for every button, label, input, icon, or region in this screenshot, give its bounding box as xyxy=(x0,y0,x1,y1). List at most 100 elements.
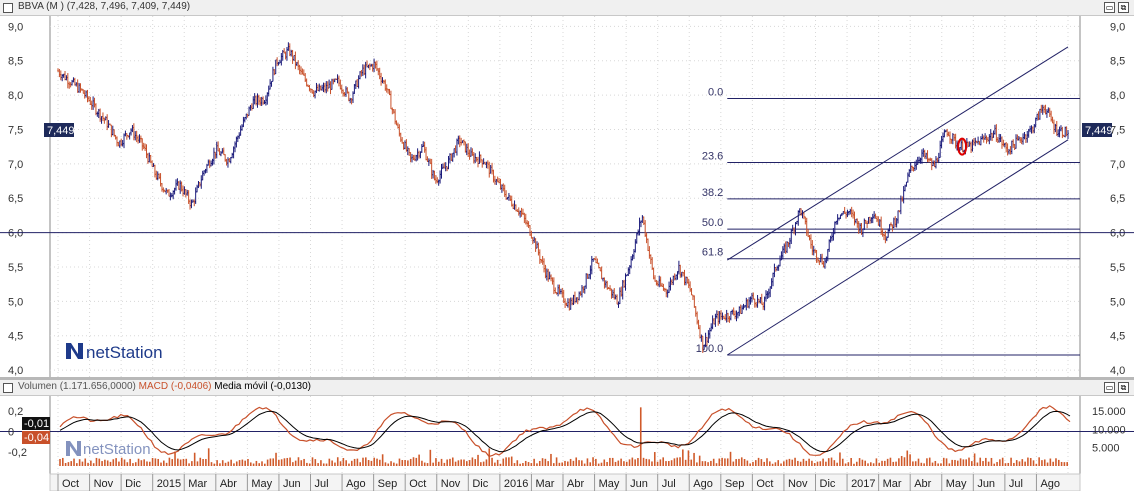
date-axis: Oct Nov Dic 2015 Mar Abr May Jun Jul Ago Sep Oct Nov… xyxy=(49,473,1081,491)
price-ytick-right: 5,0 xyxy=(1110,296,1125,308)
macd-line xyxy=(59,405,1071,458)
price-ytick-right: 5,5 xyxy=(1110,262,1125,274)
indicator-panel-title: Volumen (1.171.656,0000) MACD (-0,0406) … xyxy=(18,381,311,392)
fib-level-label: 23.6 xyxy=(702,150,723,162)
signal-value-tag: -0,04 xyxy=(22,431,50,444)
price-ytick-left: 9,0 xyxy=(8,21,23,33)
date-axis-label: Dic xyxy=(125,478,141,490)
last-price-tag-left: 7,449 xyxy=(44,123,75,137)
signal-value: -0,04 xyxy=(24,432,49,444)
indicator-ytick-right: 5.000 xyxy=(1092,443,1120,455)
netstation-logo-icon xyxy=(66,343,83,359)
fib-level-label: 61.8 xyxy=(702,247,723,259)
channel-lower-line xyxy=(727,139,1069,356)
date-axis-label: Jun xyxy=(283,478,301,490)
date-axis-label: Ago xyxy=(693,478,713,490)
netstation-brand: netStation xyxy=(86,343,163,362)
indicator-grid xyxy=(0,396,1134,476)
price-ytick-left: 6,5 xyxy=(8,193,23,205)
date-axis-label: Nov xyxy=(788,478,808,490)
price-ytick-left: 7,5 xyxy=(8,124,23,136)
date-axis-label: 2015 xyxy=(157,478,181,490)
indicator-y-axis: 0,2 0 -0,2 15.000 10.000 5.000 xyxy=(8,406,1126,459)
date-axis-label: Dic xyxy=(472,478,488,490)
minimize-button[interactable]: ▭ xyxy=(1104,382,1115,393)
date-axis-label: Jul xyxy=(1009,478,1023,490)
annotation-ellipse xyxy=(957,137,968,156)
fib-level-label: 50.0 xyxy=(702,217,723,229)
fibonacci-retracement[interactable]: 0.0 23.6 38.2 50.0 61.8 100.0 xyxy=(696,87,1080,356)
date-axis-label: May xyxy=(946,478,967,490)
last-price-left: 7,449 xyxy=(47,125,75,137)
date-axis-label: Nov xyxy=(94,478,114,490)
maximize-button[interactable]: ⧉ xyxy=(1118,382,1129,393)
date-axis-label: May xyxy=(251,478,272,490)
moving-average-title: Media móvil (-0,0130) xyxy=(214,381,311,392)
price-ytick-left: 4,0 xyxy=(8,365,23,377)
date-axis-label: Dic xyxy=(820,478,836,490)
price-ytick-right: 6,5 xyxy=(1110,193,1125,205)
maximize-button[interactable]: ⧉ xyxy=(1118,2,1129,13)
indicator-ytick-right: 10.000 xyxy=(1092,424,1126,436)
price-ytick-left: 4,5 xyxy=(8,331,23,343)
date-axis-label: Jul xyxy=(662,478,676,490)
fib-level-label: 100.0 xyxy=(696,343,724,355)
indicator-panel-titlebar: Volumen (1.171.656,0000) MACD (-0,0406) … xyxy=(0,380,1134,396)
price-ytick-right: 7,5 xyxy=(1110,124,1125,136)
macd-value-tag: -0,01 xyxy=(22,417,50,430)
date-axis-label: Sep xyxy=(378,478,398,490)
date-axis-label: Jul xyxy=(315,478,329,490)
date-axis-label: Jun xyxy=(630,478,648,490)
price-ytick-right: 6,0 xyxy=(1110,228,1125,240)
date-axis-label: Oct xyxy=(409,478,426,490)
price-y-axis-right: 9,0 8,5 8,0 7,5 7,0 6,5 6,0 5,5 5,0 4,5 4,0 xyxy=(1110,21,1125,377)
date-axis-label: May xyxy=(599,478,620,490)
indicator-ytick-left: 0 xyxy=(8,426,14,438)
date-axis-label: Jun xyxy=(977,478,995,490)
minimize-button[interactable]: ▭ xyxy=(1104,2,1115,13)
price-ytick-right: 4,5 xyxy=(1110,331,1125,343)
date-axis-label: Ago xyxy=(1040,478,1060,490)
date-axis-label: 2017 xyxy=(851,478,875,490)
netstation-logo-indicator: netStation xyxy=(66,441,151,458)
last-price-right: 7,449 xyxy=(1085,125,1113,137)
price-ytick-right: 8,0 xyxy=(1110,90,1125,102)
date-axis-label: Oct xyxy=(756,478,773,490)
date-axis-label: Ago xyxy=(346,478,366,490)
indicator-ytick-right: 15.000 xyxy=(1092,406,1126,418)
date-axis-label: Mar xyxy=(188,478,207,490)
fib-level-label: 0.0 xyxy=(708,87,723,99)
price-ytick-left: 5,0 xyxy=(8,296,23,308)
date-axis-label: Sep xyxy=(725,478,745,490)
volume-bars xyxy=(59,407,1068,466)
price-ytick-right: 4,0 xyxy=(1110,365,1125,377)
macd-title: MACD (-0,0406) xyxy=(138,381,212,392)
date-axis-bar xyxy=(49,473,1081,491)
price-panel-titlebar: BBVA (M ) (7,428, 7,496, 7,409, 7,449) ▭… xyxy=(0,0,1134,16)
last-price-tag-right: 7,449 xyxy=(1082,123,1113,137)
price-ytick-right: 8,5 xyxy=(1110,56,1125,68)
price-ytick-left: 5,5 xyxy=(8,262,23,274)
trend-channel[interactable] xyxy=(727,46,1069,356)
price-chart[interactable]: 9,0 8,5 8,0 7,5 7,0 6,5 6,0 5,5 5,0 4,5 4,0 9,0 8,5… xyxy=(0,16,1134,377)
price-ytick-right: 7,0 xyxy=(1110,159,1125,171)
indicator-chart[interactable]: 0,2 0 -0,2 15.000 10.000 5.000 -0,01 -0,04 ne… xyxy=(0,396,1134,491)
macd-value: -0,01 xyxy=(24,418,49,430)
moving-average-line xyxy=(59,410,1071,453)
date-axis-label: Mar xyxy=(883,478,902,490)
price-grid xyxy=(49,16,1081,377)
chart-window-icon xyxy=(3,3,13,13)
date-axis-label: Abr xyxy=(567,478,584,490)
highlight-ellipse[interactable] xyxy=(957,137,968,156)
date-axis-label: 2016 xyxy=(504,478,528,490)
price-ytick-left: 6,0 xyxy=(8,228,23,240)
price-candles xyxy=(57,42,1069,354)
channel-upper-line xyxy=(727,46,1069,261)
date-axis-label: Abr xyxy=(220,478,237,490)
panel-separator[interactable] xyxy=(0,377,1134,380)
date-axis-label: Abr xyxy=(914,478,931,490)
price-ytick-left: 7,0 xyxy=(8,159,23,171)
indicator-ytick-left: -0,2 xyxy=(8,447,27,459)
date-axis-label: Nov xyxy=(441,478,461,490)
price-ytick-left: 8,0 xyxy=(8,90,23,102)
